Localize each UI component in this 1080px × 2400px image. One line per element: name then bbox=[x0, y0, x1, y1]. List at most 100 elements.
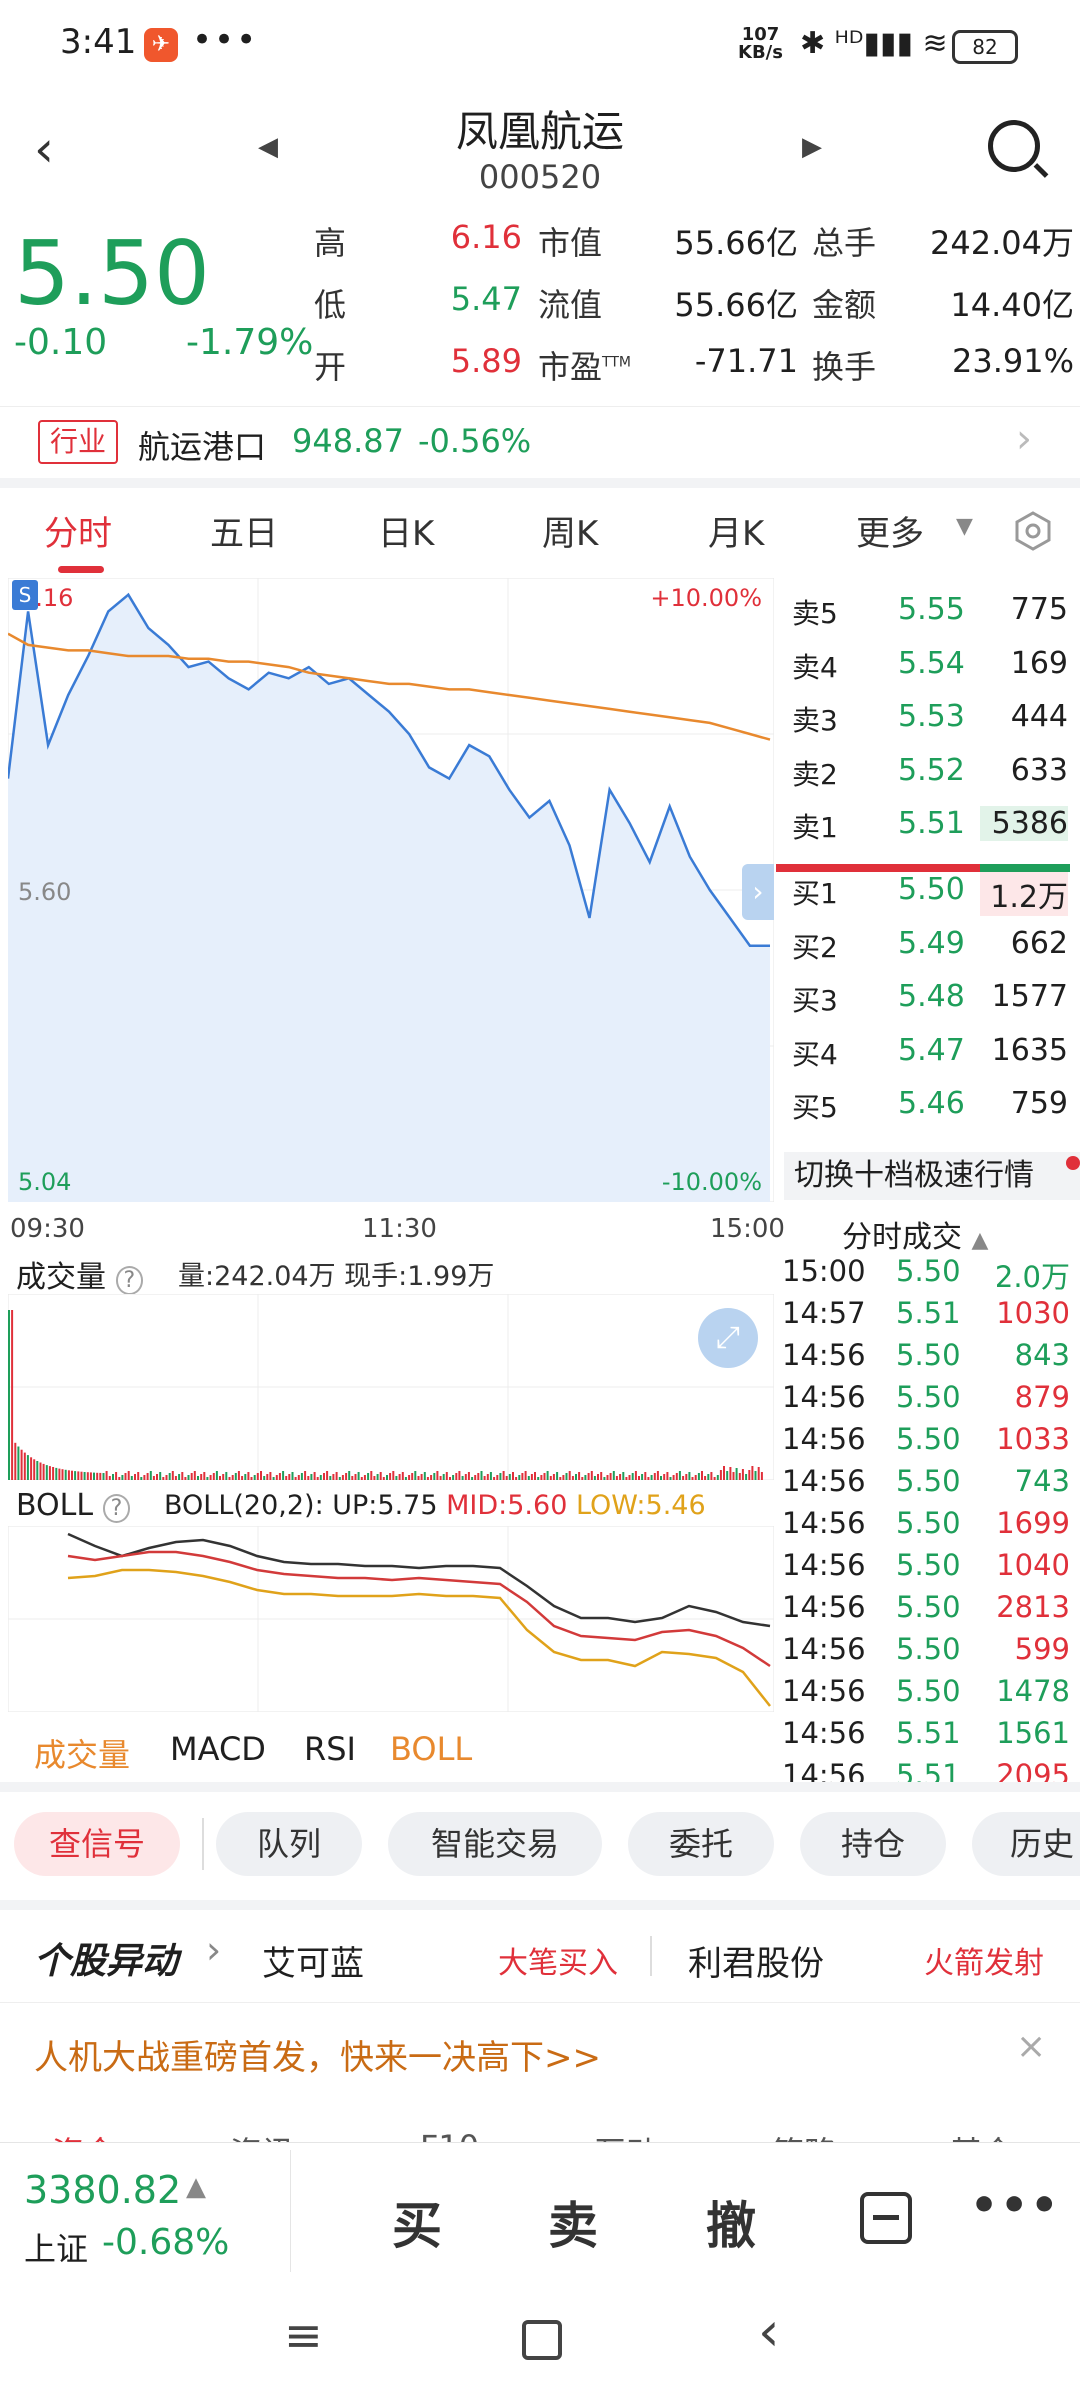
ask-level-price[interactable]: 5.52 bbox=[898, 752, 965, 788]
stock-name: 凤凰航运 bbox=[455, 107, 624, 156]
tab-daily-k[interactable]: 日K bbox=[378, 514, 435, 554]
volume-bar bbox=[392, 1471, 395, 1480]
ask-level-volume: 775 bbox=[1010, 592, 1068, 627]
fullscreen-icon[interactable]: ⤢ bbox=[698, 1308, 758, 1368]
volume-bar bbox=[329, 1476, 332, 1480]
volume-bar bbox=[660, 1476, 662, 1480]
label-pe: 市盈TTM bbox=[538, 348, 631, 386]
volume-bar bbox=[575, 1474, 577, 1480]
volume-bar bbox=[74, 1471, 77, 1480]
history-button[interactable]: 历史 bbox=[972, 1812, 1080, 1876]
volume-bar bbox=[401, 1472, 404, 1480]
bid-level-price[interactable]: 5.47 bbox=[898, 1032, 965, 1068]
index-widget[interactable]: 3380.82 ▲ 上证 -0.68% bbox=[0, 2144, 290, 2280]
intraday-chart[interactable]: 6.16 S +10.00% 5.60 5.04 -10.00% › bbox=[6, 577, 775, 1203]
indicator-tab-volume[interactable]: 成交量 bbox=[34, 1736, 131, 1774]
check-signal-button[interactable]: 查信号 bbox=[14, 1812, 180, 1876]
alerts-logo: 个股异动 bbox=[34, 1941, 179, 1982]
alert-stock-2[interactable]: 利君股份 bbox=[688, 1944, 824, 1984]
bid-level-price[interactable]: 5.50 bbox=[898, 872, 965, 907]
indicator-tab-rsi[interactable]: RSI bbox=[304, 1730, 356, 1768]
index-up-icon: ▲ bbox=[186, 2172, 206, 2202]
bid-level-price[interactable]: 5.49 bbox=[898, 925, 965, 961]
switch-ten-level-button[interactable]: 切换十档极速行情 bbox=[784, 1152, 1080, 1200]
promo-text[interactable]: 人机大战重磅首发，快来一决高下>> bbox=[34, 2038, 601, 2078]
volume-bar bbox=[263, 1476, 266, 1480]
tick-time: 14:56 bbox=[782, 1548, 866, 1582]
network-speed: 107 KB/s bbox=[738, 24, 783, 63]
y-min-label: 5.04 bbox=[18, 1168, 72, 1196]
volume-bar bbox=[666, 1472, 669, 1480]
sell-button[interactable]: 卖 bbox=[548, 2197, 598, 2255]
x-end-label: 15:00 bbox=[710, 1214, 785, 1244]
tab-monthly-k[interactable]: 月K bbox=[708, 514, 765, 554]
boll-mid-line bbox=[67, 1550, 771, 1668]
volume-bar bbox=[502, 1471, 505, 1480]
stock-alerts-row[interactable]: 个股异动 › 艾可蓝 大笔买入 利君股份 火箭发射 bbox=[0, 1910, 1080, 2000]
tab-indicator bbox=[58, 566, 104, 573]
back-nav-icon[interactable]: ‹ bbox=[758, 2300, 780, 2363]
settings-hex-icon[interactable] bbox=[1012, 510, 1054, 552]
alert-stock-1[interactable]: 艾可蓝 bbox=[262, 1944, 364, 1984]
volume-bar bbox=[713, 1477, 716, 1480]
queue-button[interactable]: 队列 bbox=[216, 1812, 362, 1876]
tick-time: 14:56 bbox=[782, 1422, 866, 1456]
bid-level-price[interactable]: 5.46 bbox=[898, 1086, 965, 1121]
more-icon[interactable]: ••• bbox=[970, 2180, 1061, 2231]
x-mid-label: 11:30 bbox=[362, 1214, 437, 1244]
smart-trade-button[interactable]: 智能交易 bbox=[388, 1812, 602, 1876]
volume-bar bbox=[606, 1475, 609, 1480]
volume-bar bbox=[704, 1476, 707, 1480]
ticks-title[interactable]: 分时成交 ▲ bbox=[842, 1220, 989, 1255]
tab-intraday[interactable]: 分时 bbox=[44, 514, 112, 554]
volume-bar bbox=[411, 1473, 414, 1480]
close-icon[interactable]: × bbox=[1016, 2026, 1047, 2067]
caret-down-icon: ▼ bbox=[956, 514, 973, 539]
positions-button[interactable]: 持仓 bbox=[800, 1812, 946, 1876]
volume-bar bbox=[326, 1471, 329, 1480]
promo-banner[interactable]: 人机大战重磅首发，快来一决高下>> × bbox=[0, 2004, 1080, 2096]
tick-time: 14:56 bbox=[782, 1674, 866, 1708]
home-icon[interactable] bbox=[522, 2320, 562, 2360]
volume-bar bbox=[124, 1473, 127, 1480]
menu-icon[interactable]: ≡ bbox=[284, 2308, 323, 2362]
next-stock-button[interactable]: ▶ bbox=[802, 132, 822, 162]
buy-button[interactable]: 买 bbox=[392, 2197, 442, 2255]
volume-bar bbox=[458, 1471, 461, 1480]
tab-more[interactable]: 更多 bbox=[856, 514, 924, 554]
tab-weekly-k[interactable]: 周K bbox=[542, 514, 599, 554]
volume-bar bbox=[52, 1467, 55, 1480]
volume-bar bbox=[593, 1476, 596, 1480]
ask-level-price[interactable]: 5.53 bbox=[898, 699, 965, 734]
bid-level-price[interactable]: 5.48 bbox=[898, 979, 965, 1014]
indicator-tab-boll[interactable]: BOLL bbox=[390, 1730, 473, 1768]
expand-handle-icon[interactable]: › bbox=[742, 864, 774, 920]
volume-bar bbox=[741, 1469, 744, 1480]
tick-volume: 843 bbox=[1014, 1338, 1070, 1372]
volume-bar bbox=[42, 1463, 45, 1480]
chevron-right-icon: › bbox=[1016, 416, 1032, 462]
prev-stock-button[interactable]: ◀ bbox=[258, 132, 278, 162]
indicator-tab-macd[interactable]: MACD bbox=[170, 1730, 266, 1768]
cancel-order-button[interactable]: 撤 bbox=[706, 2197, 756, 2255]
back-button[interactable]: ‹ bbox=[34, 120, 54, 178]
volume-bar bbox=[134, 1474, 136, 1480]
industry-row[interactable]: 行业 航运港口 948.87 -0.56% › bbox=[0, 406, 1080, 476]
ask-level-price[interactable]: 5.55 bbox=[898, 592, 965, 627]
signal-wifi-icons: ✱ ᴴᴰ▮▮▮ ≋ bbox=[800, 26, 948, 61]
volume-bar bbox=[408, 1475, 411, 1480]
tick-volume: 2.0万 bbox=[994, 1260, 1070, 1294]
minimize-icon[interactable] bbox=[860, 2192, 912, 2244]
volume-bar bbox=[653, 1473, 656, 1480]
volume-bar bbox=[414, 1471, 417, 1480]
volume-bar bbox=[527, 1476, 530, 1480]
orders-button[interactable]: 委托 bbox=[628, 1812, 774, 1876]
tab-five-day[interactable]: 五日 bbox=[210, 514, 278, 554]
ask-level-price[interactable]: 5.51 bbox=[898, 806, 965, 841]
volume-bar bbox=[546, 1471, 549, 1480]
ask-level-price[interactable]: 5.54 bbox=[898, 645, 965, 681]
index-name: 上证 bbox=[24, 2230, 89, 2268]
volume-bar bbox=[477, 1473, 480, 1480]
volume-bar bbox=[272, 1477, 275, 1480]
search-icon[interactable] bbox=[988, 120, 1040, 172]
